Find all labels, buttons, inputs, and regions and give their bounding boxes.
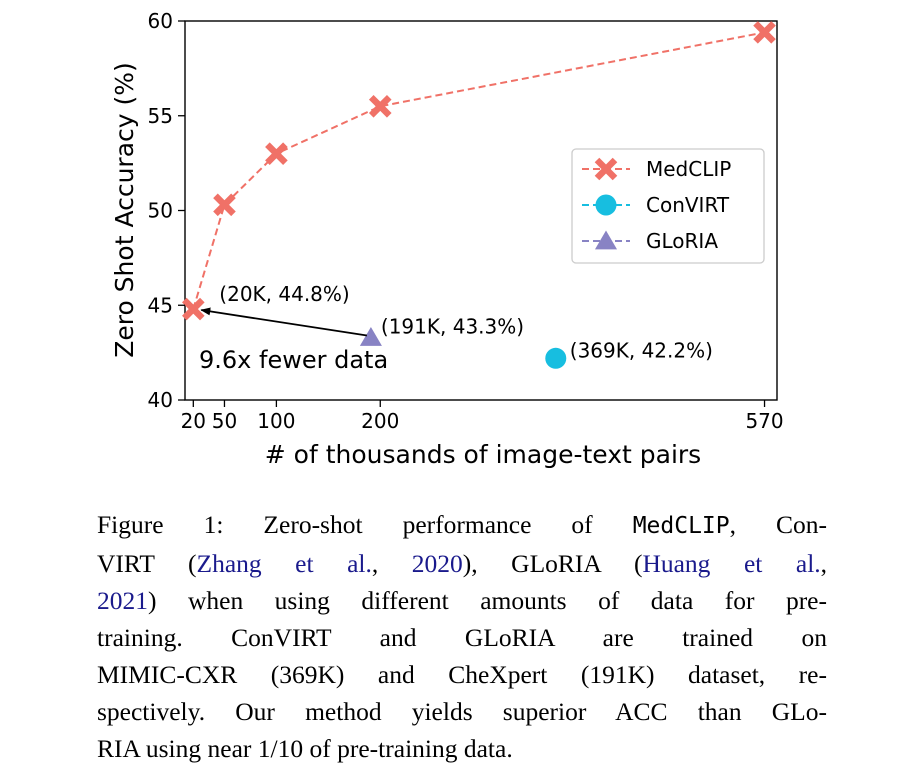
annotation-arrow xyxy=(200,307,368,337)
annotation-fewer-data: 9.6x fewer data xyxy=(199,346,388,374)
data-point-medclip xyxy=(182,297,205,321)
x-marker-shape xyxy=(265,142,288,165)
caption-line: spectively. Our method yields superior A… xyxy=(97,693,827,730)
legend-label-medclip: MedCLIP xyxy=(646,157,731,181)
data-point-medclip xyxy=(213,193,236,217)
caption-text: , xyxy=(371,549,412,578)
caption-line: Figure 1: Zero-shot performance of MedCL… xyxy=(97,506,827,545)
caption-line: training. ConVIRT and GLoRIA are trained… xyxy=(97,619,827,656)
citation-link[interactable]: Huang et al. xyxy=(642,549,821,578)
annotation-gloria-point: (191K, 43.3%) xyxy=(381,314,524,338)
legend-marker-medclip xyxy=(594,157,618,181)
y-tick-label: 50 xyxy=(148,199,173,223)
data-point-convirt xyxy=(545,347,567,369)
y-tick-label: 55 xyxy=(148,104,173,128)
x-tick-label: 570 xyxy=(745,409,783,433)
caption-text: , xyxy=(820,549,828,578)
x-marker-shape xyxy=(368,94,392,118)
x-marker-shape xyxy=(753,21,776,44)
caption-text: ), GLoRIA ( xyxy=(462,549,643,578)
caption-text: MIMIC-CXR (369K) and CheXpert (191K) dat… xyxy=(97,660,827,689)
legend-box xyxy=(571,148,765,264)
legend-marker-gloria xyxy=(594,230,618,250)
legend-label-gloria: GLoRIA xyxy=(646,229,718,253)
y-tick-label: 40 xyxy=(148,388,173,412)
legend: MedCLIP ConVIRT GLoRIA xyxy=(571,148,765,264)
x-marker-shape xyxy=(594,157,618,181)
data-point-medclip xyxy=(368,94,392,118)
annotation-medclip-point: (20K, 44.8%) xyxy=(219,282,349,306)
caption-text: training. ConVIRT and GLoRIA are trained… xyxy=(97,623,827,652)
data-point-medclip xyxy=(753,21,776,44)
x-marker-shape xyxy=(182,297,205,321)
marks-layer xyxy=(182,21,776,369)
caption-line: 2021) when using different amounts of da… xyxy=(97,582,827,619)
legend-label-convirt: ConVIRT xyxy=(646,193,730,217)
y-axis-label: Zero Shot Accuracy (%) xyxy=(110,62,139,358)
caption-text: ) when using different amounts of data f… xyxy=(148,586,827,615)
x-tick-label: 50 xyxy=(212,409,237,433)
caption-text: , Con- xyxy=(729,510,828,539)
x-tick-label: 200 xyxy=(361,409,399,433)
annotations-layer: (20K, 44.8%) (191K, 43.3%) (369K, 42.2%) 9.… xyxy=(199,282,713,374)
citation-link[interactable]: 2020 xyxy=(411,549,463,578)
x-tick-label: 100 xyxy=(257,409,295,433)
caption-line: VIRT (Zhang et al., 2020), GLoRIA (Huang… xyxy=(97,545,827,582)
x-axis-label: # of thousands of image-text pairs xyxy=(265,440,701,469)
figure-caption: Figure 1: Zero-shot performance of MedCL… xyxy=(97,506,827,767)
legend-marker-convirt xyxy=(595,194,617,216)
caption-text: RIA using near xyxy=(97,734,258,763)
data-point-gloria xyxy=(359,326,382,346)
y-tick-label: 45 xyxy=(148,293,173,317)
citation-link[interactable]: Zhang et al. xyxy=(196,549,372,578)
y-tick-label: 60 xyxy=(148,9,173,33)
caption-text: 1/10 xyxy=(257,734,304,763)
caption-text: Figure 1: Zero-shot performance of xyxy=(97,510,633,539)
x-marker-shape xyxy=(213,193,236,217)
caption-text: VIRT ( xyxy=(97,549,197,578)
caption-text: spectively. Our method yields superior A… xyxy=(97,697,827,726)
citation-link[interactable]: 2021 xyxy=(97,586,148,615)
x-tick-label: 20 xyxy=(181,409,206,433)
annotation-convirt-point: (369K, 42.2%) xyxy=(570,338,713,362)
data-point-medclip xyxy=(265,142,288,165)
caption-text: of pre-training data. xyxy=(303,734,513,763)
caption-line: RIA using near 1/10 of pre-training data… xyxy=(97,730,827,767)
caption-line: MIMIC-CXR (369K) and CheXpert (191K) dat… xyxy=(97,656,827,693)
method-name: MedCLIP xyxy=(632,513,730,539)
